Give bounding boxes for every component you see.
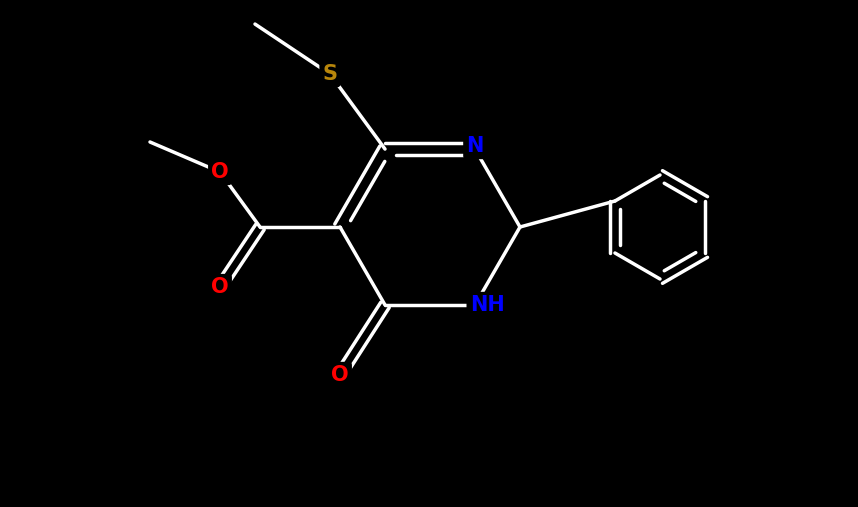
Text: S: S [323, 64, 337, 84]
Text: O: O [211, 277, 229, 297]
Text: O: O [331, 365, 349, 385]
Text: O: O [211, 162, 229, 182]
Text: NH: NH [469, 295, 505, 315]
Text: N: N [466, 136, 484, 156]
